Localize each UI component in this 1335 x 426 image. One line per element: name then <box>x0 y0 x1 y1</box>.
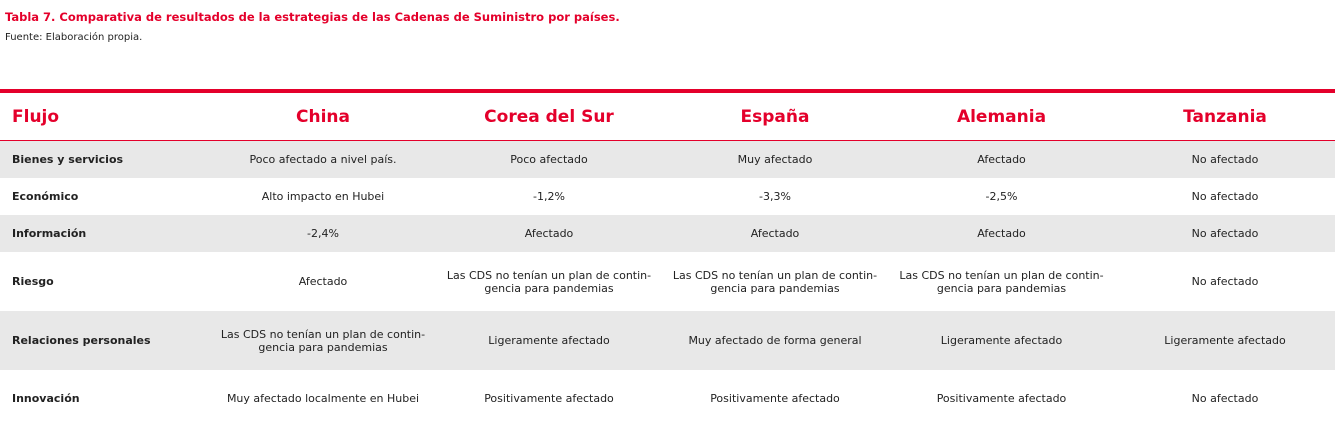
table-cell: Positivamente afectado <box>436 370 662 426</box>
row-label: Innovación <box>0 370 210 426</box>
table-cell: Ligeramente afectado <box>436 311 662 370</box>
table-cell: Afectado <box>210 252 436 311</box>
row-label: Información <box>0 215 210 252</box>
row-label: Económico <box>0 178 210 215</box>
table-source: Fuente: Elaboración propia. <box>5 32 142 43</box>
column-header: China <box>210 91 436 141</box>
table-cell: Muy afectado de forma general <box>662 311 888 370</box>
table-cell: -2,5% <box>888 178 1115 215</box>
table-cell: Las CDS no tenían un plan de contin- gen… <box>210 311 436 370</box>
row-label: Bienes y servicios <box>0 141 210 179</box>
table-cell: Afectado <box>888 215 1115 252</box>
table-cell: Positivamente afectado <box>662 370 888 426</box>
table-cell: Las CDS no tenían un plan de contin- gen… <box>662 252 888 311</box>
table-cell: Ligeramente afectado <box>888 311 1115 370</box>
table-cell: Muy afectado <box>662 141 888 179</box>
column-header: España <box>662 91 888 141</box>
column-header: Alemania <box>888 91 1115 141</box>
table-cell: Positivamente afectado <box>888 370 1115 426</box>
column-header: Corea del Sur <box>436 91 662 141</box>
table-cell: Poco afectado a nivel país. <box>210 141 436 179</box>
table-cell: -3,3% <box>662 178 888 215</box>
table-cell: -1,2% <box>436 178 662 215</box>
table-cell: No afectado <box>1115 141 1335 179</box>
row-label: Relaciones personales <box>0 311 210 370</box>
table-cell: Afectado <box>888 141 1115 179</box>
row-label: Riesgo <box>0 252 210 311</box>
table-cell: Afectado <box>662 215 888 252</box>
table-cell: No afectado <box>1115 178 1335 215</box>
table-cell: No afectado <box>1115 370 1335 426</box>
table-cell: No afectado <box>1115 215 1335 252</box>
table-cell: Poco afectado <box>436 141 662 179</box>
table-cell: Las CDS no tenían un plan de contin- gen… <box>436 252 662 311</box>
table-cell: Alto impacto en Hubei <box>210 178 436 215</box>
column-header: Tanzania <box>1115 91 1335 141</box>
column-header: Flujo <box>0 91 210 141</box>
table-cell: Muy afectado localmente en Hubei <box>210 370 436 426</box>
table-title: Tabla 7. Comparativa de resultados de la… <box>5 10 620 24</box>
table-cell: Ligeramente afectado <box>1115 311 1335 370</box>
table-cell: -2,4% <box>210 215 436 252</box>
table-cell: No afectado <box>1115 252 1335 311</box>
table-cell: Afectado <box>436 215 662 252</box>
table-cell: Las CDS no tenían un plan de contin- gen… <box>888 252 1115 311</box>
